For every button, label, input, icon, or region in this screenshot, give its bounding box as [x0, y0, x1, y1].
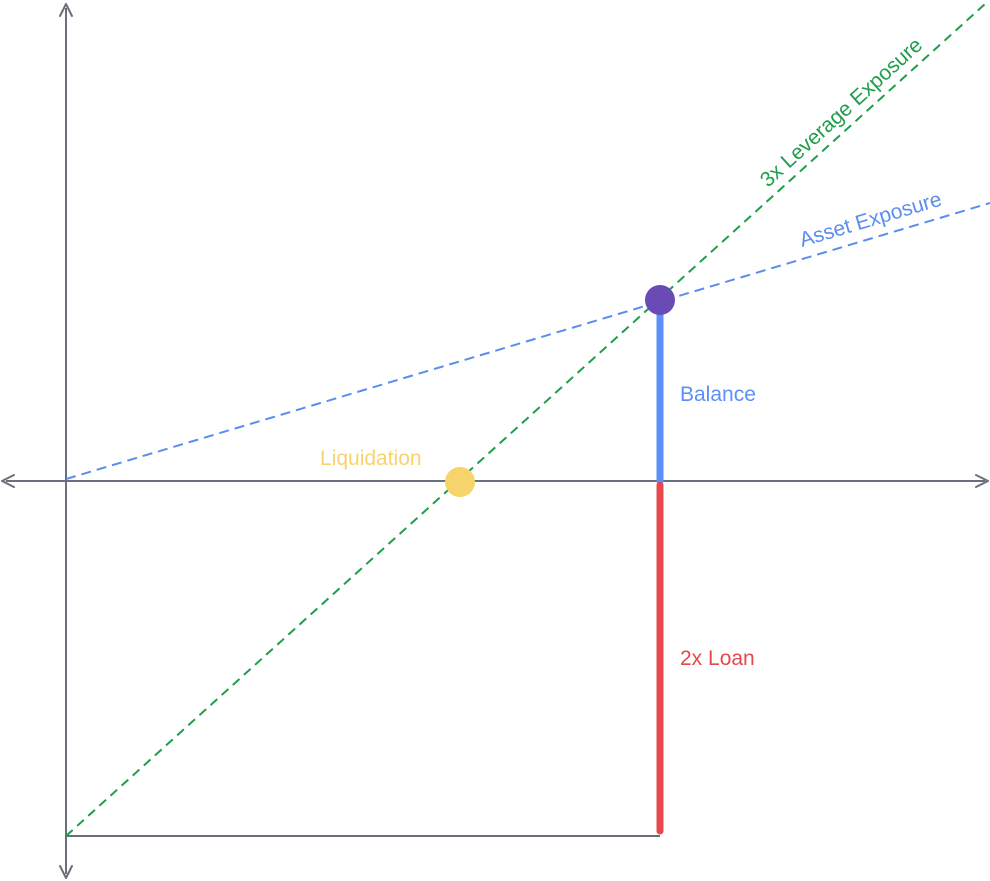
y-axis-arrow-up: [59, 3, 73, 17]
y-axis-arrow-down: [59, 865, 73, 879]
balance-label: Balance: [680, 383, 756, 406]
position-point: [645, 285, 675, 315]
leverage-exposure-label: 3x Leverage Exposure: [756, 34, 927, 192]
x-axis-arrow-left: [1, 474, 15, 488]
asset-exposure-line: [65, 202, 990, 480]
axes: [1, 3, 989, 879]
liquidation-label: Liquidation: [320, 447, 422, 470]
loan-label: 2x Loan: [680, 647, 755, 670]
liquidation-point: [445, 467, 475, 497]
leverage-exposure-line: [65, 3, 986, 837]
asset-exposure-label: Asset Exposure: [797, 188, 945, 252]
x-axis-arrow-right: [975, 474, 989, 488]
